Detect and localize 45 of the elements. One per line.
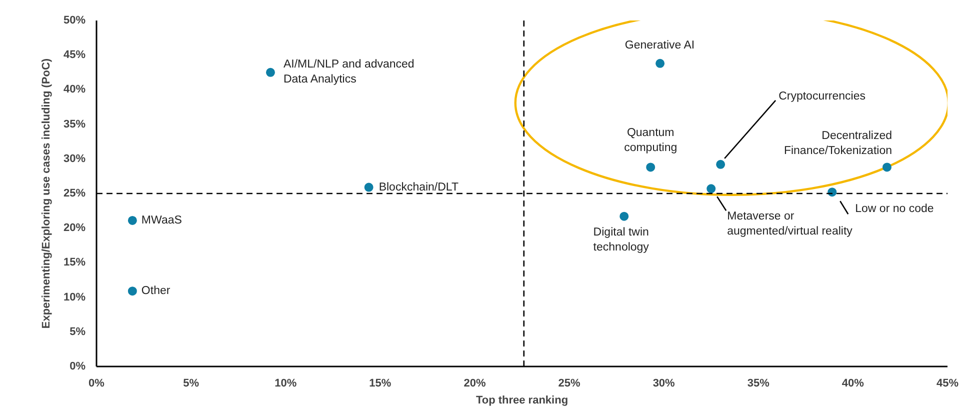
annotation: Digital twin technology bbox=[593, 226, 650, 254]
annotation: Quantum computing bbox=[624, 127, 678, 154]
x-tick-label: 10% bbox=[274, 378, 297, 390]
x-tick-label: 30% bbox=[652, 378, 676, 390]
annotation: Other bbox=[141, 285, 170, 298]
x-tick-label: 20% bbox=[464, 378, 486, 390]
annotation: Blockchain/DLT bbox=[378, 181, 459, 194]
y-tick-label: 40% bbox=[63, 84, 86, 96]
y-tick-label: 0% bbox=[70, 360, 86, 372]
x-tick-label: 0% bbox=[88, 378, 105, 390]
point bbox=[716, 160, 726, 169]
annotation: Cryptocurrencies bbox=[778, 90, 866, 102]
point bbox=[266, 68, 275, 77]
y-tick-label: 35% bbox=[63, 118, 86, 130]
point bbox=[128, 286, 137, 296]
y-tick-label: 45% bbox=[63, 49, 86, 62]
y-tick-label: 30% bbox=[63, 152, 86, 165]
y-tick-label: 25% bbox=[63, 188, 86, 200]
y-tick-label: 10% bbox=[63, 291, 86, 304]
y-axis-title: Experimenting/Exploring use cases including (PoC) bbox=[40, 58, 52, 329]
y-tick-label: 5% bbox=[70, 326, 86, 338]
point bbox=[646, 162, 656, 172]
point bbox=[656, 58, 665, 68]
point bbox=[882, 162, 892, 172]
x-tick-label: 25% bbox=[558, 378, 581, 390]
annotation: Generative AI bbox=[624, 39, 695, 52]
point bbox=[364, 182, 374, 192]
annotation: Low or no code bbox=[855, 203, 934, 216]
x-tick-label: 5% bbox=[183, 378, 200, 390]
y-tick-label: 50% bbox=[63, 14, 86, 26]
x-tick-label: 40% bbox=[842, 378, 864, 390]
annotation: Decentralized Finance/Tokenization bbox=[784, 130, 892, 158]
x-tick-label: 15% bbox=[369, 378, 392, 390]
x-tick-label: 45% bbox=[936, 378, 959, 390]
y-tick-label: 15% bbox=[63, 256, 86, 269]
annotation: Metaverse or augmented/virtual reality bbox=[727, 210, 853, 238]
x-tick-label: 35% bbox=[747, 378, 770, 390]
point bbox=[620, 212, 629, 221]
y-tick-label: 20% bbox=[63, 222, 86, 234]
point bbox=[828, 188, 837, 197]
point bbox=[706, 184, 716, 194]
annotation: AI/ML/NLP and advanced Data Analytics bbox=[283, 58, 414, 86]
point bbox=[128, 216, 137, 225]
x-axis-title: Top three ranking bbox=[476, 394, 568, 406]
annotation: MWaaS bbox=[141, 214, 182, 226]
